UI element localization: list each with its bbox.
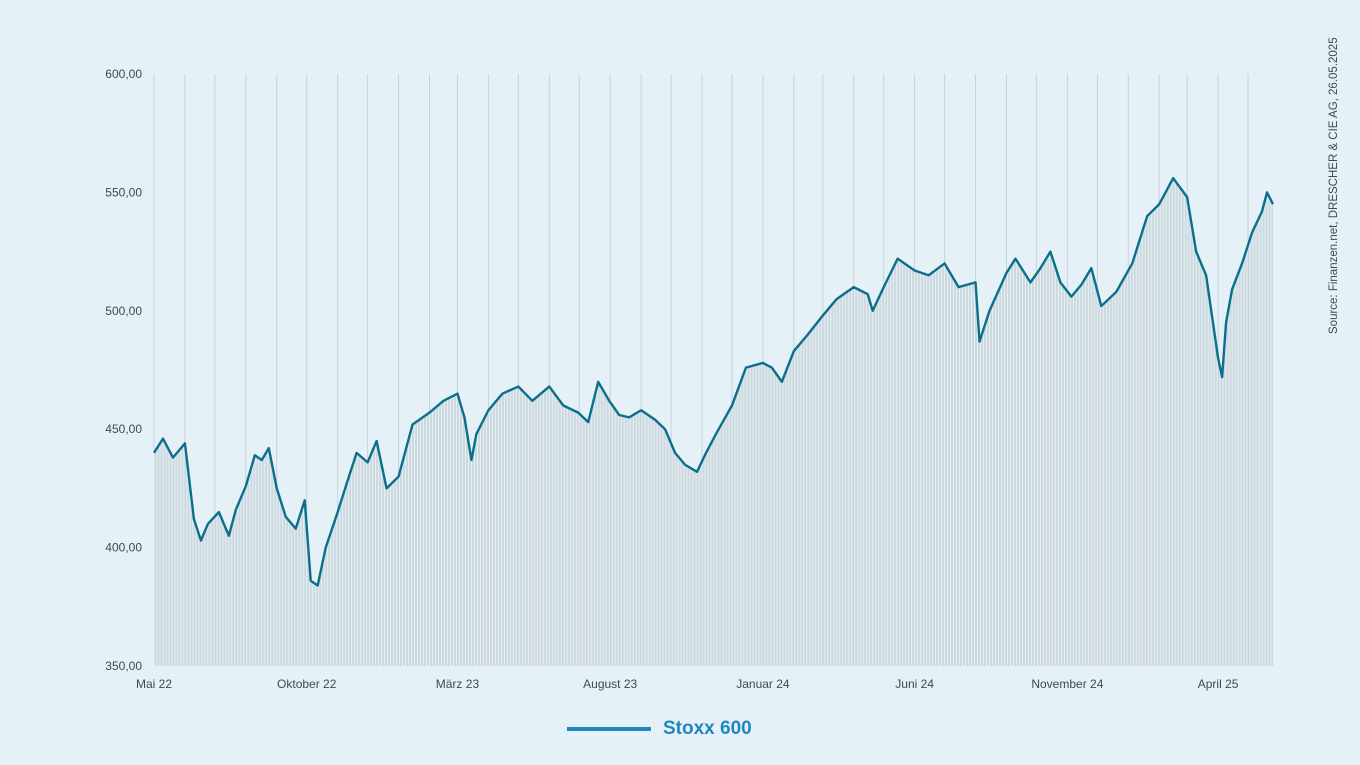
series-line-stoxx-600 xyxy=(152,176,1275,587)
y-tick-label: 500,00 xyxy=(105,304,142,318)
legend: Stoxx 600 xyxy=(567,718,752,739)
series-fill xyxy=(154,179,1273,667)
x-tick-label: April 25 xyxy=(1198,677,1239,691)
y-tick-label: 450,00 xyxy=(105,422,142,436)
x-tick-label: August 23 xyxy=(583,677,637,691)
x-tick-label: November 24 xyxy=(1031,677,1103,691)
x-tick-label: Juni 24 xyxy=(895,677,934,691)
x-tick-label: Januar 24 xyxy=(736,677,790,691)
y-axis: 350,00 400,00 450,00 500,00 550,00 600,00 xyxy=(105,67,142,673)
y-tick-label: 550,00 xyxy=(105,185,142,199)
y-tick-label: 400,00 xyxy=(105,541,142,555)
x-tick-label: März 23 xyxy=(436,677,480,691)
y-tick-label: 350,00 xyxy=(105,659,142,673)
series-fill-area xyxy=(153,179,1273,667)
legend-label-stoxx-600: Stoxx 600 xyxy=(663,718,752,739)
y-tick-label: 600,00 xyxy=(105,67,142,81)
x-axis: Mai 22 Oktober 22 März 23 August 23 Januar 2… xyxy=(136,677,1239,691)
source-note: Source: Finanzen.net, DRESCHER & CIE AG,… xyxy=(1328,37,1340,334)
series-line-group xyxy=(152,176,1275,587)
x-tick-label: Mai 22 xyxy=(136,677,172,691)
x-tick-label: Oktober 22 xyxy=(277,677,337,691)
